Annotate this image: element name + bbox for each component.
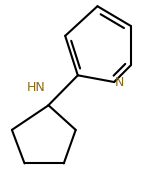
Text: HN: HN	[26, 81, 45, 94]
Text: N: N	[114, 77, 124, 89]
